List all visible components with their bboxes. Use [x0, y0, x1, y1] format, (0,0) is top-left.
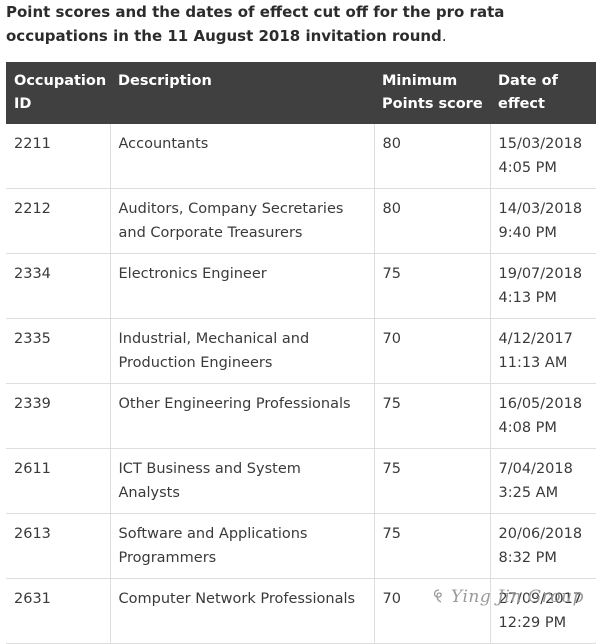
- header-minimum-points: Minimum Points score: [374, 62, 490, 124]
- intro-text: Point scores and the dates of effect cut…: [6, 3, 505, 45]
- cell-date: 19/07/2018 4:13 PM: [490, 253, 596, 319]
- table-row: 2611 ICT Business and System Analysts 75…: [6, 448, 596, 514]
- table-row: 2334 Electronics Engineer 75 19/07/2018 …: [6, 253, 596, 319]
- cell-occupation-id: 2613: [6, 513, 111, 579]
- cell-date: 7/04/2018 3:25 AM: [490, 448, 596, 514]
- cell-date: 14/03/2018 9:40 PM: [490, 188, 596, 254]
- cell-description: Computer Network Professionals: [110, 578, 375, 644]
- table-body: 2211 Accountants 80 15/03/2018 4:05 PM 2…: [6, 124, 596, 644]
- intro-heading: Point scores and the dates of effect cut…: [6, 0, 592, 48]
- cell-occupation-id: 2611: [6, 448, 111, 514]
- cell-occupation-id: 2334: [6, 253, 111, 319]
- cell-points: 80: [374, 188, 491, 254]
- cell-description: Software and Applications Programmers: [110, 513, 375, 579]
- cell-description: Accountants: [110, 124, 375, 189]
- cell-date: 4/12/2017 11:13 AM: [490, 318, 596, 384]
- table-row: 2613 Software and Applications Programme…: [6, 513, 596, 579]
- watermark: Ying Jin Group: [431, 587, 584, 607]
- cell-points: 75: [374, 253, 491, 319]
- cell-occupation-id: 2339: [6, 383, 111, 449]
- header-description: Description: [110, 62, 374, 124]
- cell-points: 75: [374, 513, 491, 579]
- cell-description: Other Engineering Professionals: [110, 383, 375, 449]
- intro-period: .: [441, 27, 447, 45]
- cell-date: 15/03/2018 4:05 PM: [490, 124, 596, 189]
- swirl-logo-icon: [431, 588, 447, 604]
- cell-occupation-id: 2631: [6, 578, 111, 644]
- header-date-of-effect: Date of effect: [490, 62, 596, 124]
- cell-points: 75: [374, 383, 491, 449]
- cell-points: 80: [374, 124, 491, 189]
- cell-date: 16/05/2018 4:08 PM: [490, 383, 596, 449]
- table-row: 2211 Accountants 80 15/03/2018 4:05 PM: [6, 124, 596, 189]
- cell-description: Industrial, Mechanical and Production En…: [110, 318, 375, 384]
- cell-date: 20/06/2018 8:32 PM: [490, 513, 596, 579]
- cell-occupation-id: 2212: [6, 188, 111, 254]
- header-occupation-id: Occupation ID: [6, 62, 110, 124]
- watermark-text: Ying Jin Group: [451, 587, 584, 607]
- cell-points: 75: [374, 448, 491, 514]
- cell-points: 70: [374, 318, 491, 384]
- table-row: 2212 Auditors, Company Secretaries and C…: [6, 188, 596, 254]
- table-header: Occupation ID Description Minimum Points…: [6, 62, 596, 124]
- header-row: Occupation ID Description Minimum Points…: [6, 62, 596, 124]
- cell-description: Auditors, Company Secretaries and Corpor…: [110, 188, 375, 254]
- table-row: 2335 Industrial, Mechanical and Producti…: [6, 318, 596, 384]
- cell-description: ICT Business and System Analysts: [110, 448, 375, 514]
- cell-description: Electronics Engineer: [110, 253, 375, 319]
- occupations-table: Occupation ID Description Minimum Points…: [6, 62, 596, 644]
- cell-occupation-id: 2211: [6, 124, 111, 189]
- cell-occupation-id: 2335: [6, 318, 111, 384]
- table-row: 2339 Other Engineering Professionals 75 …: [6, 383, 596, 449]
